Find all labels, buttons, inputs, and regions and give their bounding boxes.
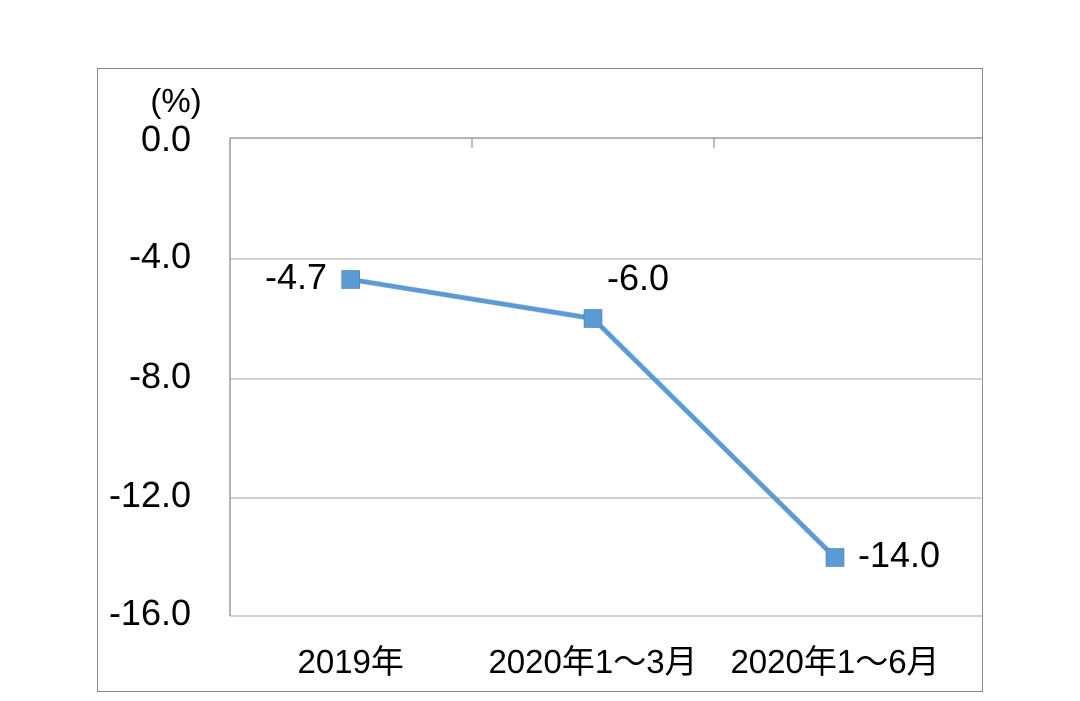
svg-text:2020年1～6月: 2020年1～6月 — [730, 643, 939, 680]
svg-text:2020年1～3月: 2020年1～3月 — [488, 643, 697, 680]
svg-text:-14.0: -14.0 — [858, 534, 940, 575]
svg-text:-8.0: -8.0 — [129, 355, 191, 396]
svg-text:-4.7: -4.7 — [265, 256, 327, 297]
svg-text:-12.0: -12.0 — [109, 474, 191, 515]
svg-text:-4.0: -4.0 — [129, 235, 191, 276]
svg-text:-16.0: -16.0 — [109, 592, 191, 633]
svg-text:-6.0: -6.0 — [607, 257, 669, 298]
svg-text:0.0: 0.0 — [141, 118, 191, 159]
svg-text:2019年: 2019年 — [297, 643, 403, 680]
svg-text:(%): (%) — [150, 82, 201, 119]
